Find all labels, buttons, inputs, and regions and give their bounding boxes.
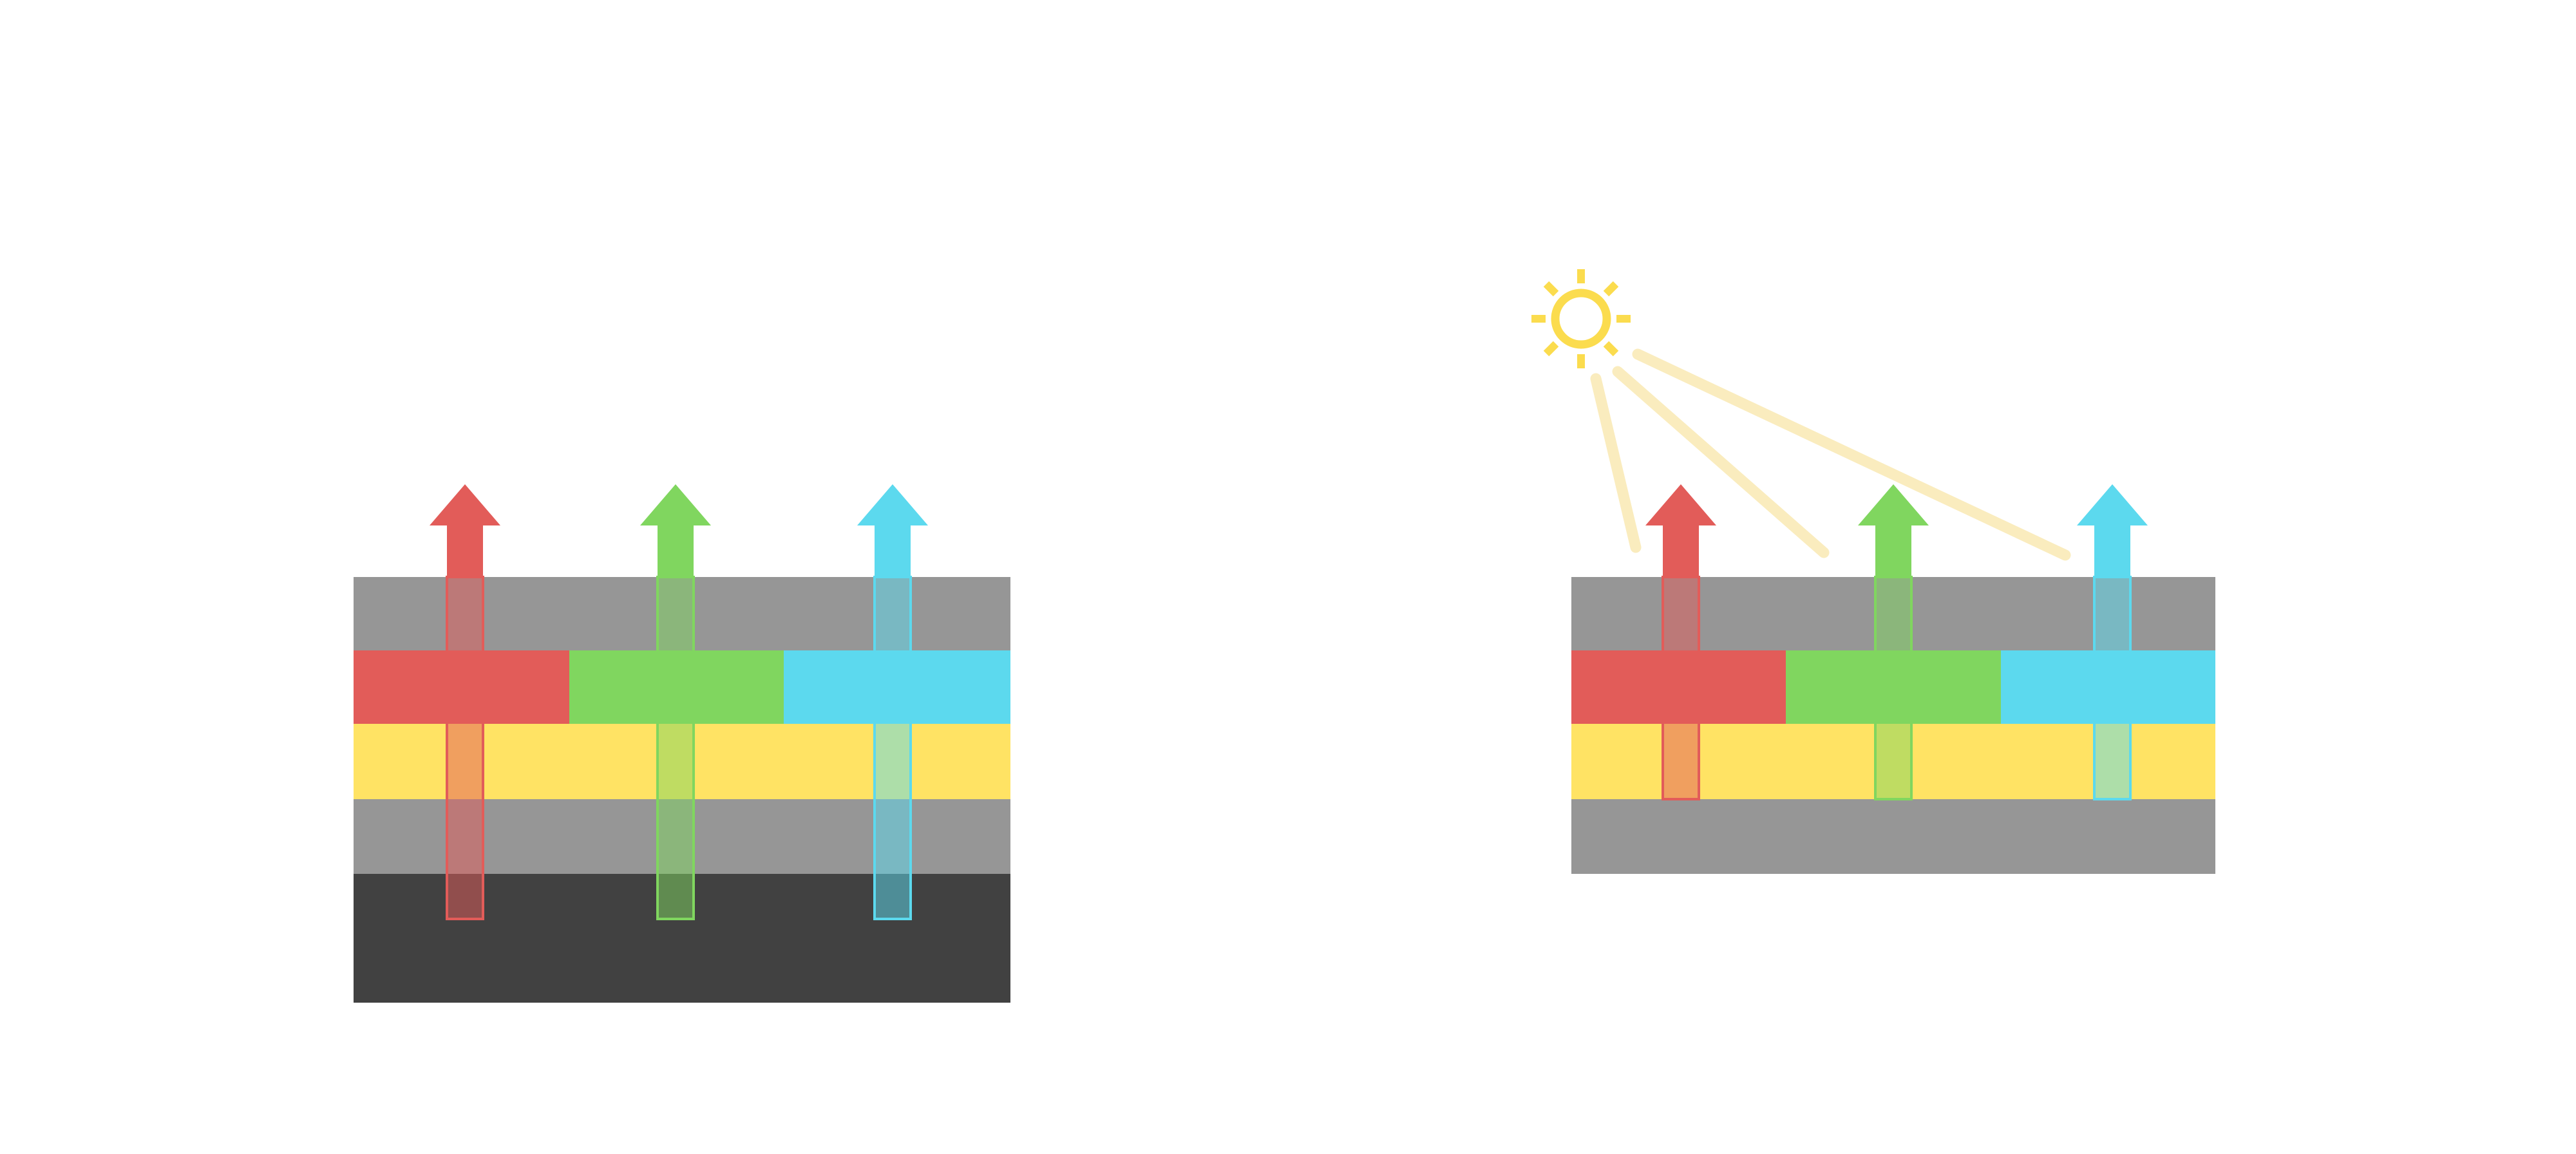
right-bottom-gray-layer — [1571, 799, 2215, 874]
right-cyan-arrow-head — [2077, 484, 2148, 578]
left-green-arrow-head — [640, 484, 711, 578]
right-red-arrow-head — [1645, 484, 1716, 578]
sun-icon — [1531, 269, 1631, 368]
sun-icon-core — [1551, 288, 1611, 349]
backlit-stack-panel — [354, 484, 1010, 1003]
left-red-light-arrow — [430, 484, 500, 920]
left-green-light-arrow — [640, 484, 711, 920]
right-red-arrow-shaft-translucent — [1662, 576, 1700, 800]
right-green-arrow-head — [1858, 484, 1929, 578]
sun-tick-top-left — [1543, 281, 1559, 297]
sun-beam-steep — [1590, 373, 1642, 553]
sunlit-stack-panel — [1531, 269, 2215, 874]
right-cyan-light-arrow — [2077, 484, 2148, 800]
right-red-light-arrow — [1645, 484, 1716, 800]
sun-icon-ticks — [1531, 269, 1631, 368]
right-green-arrow-shaft-translucent — [1874, 576, 1913, 800]
sun-tick-top-right — [1603, 281, 1619, 297]
sun-beam-long — [1632, 348, 2071, 561]
right-cyan-arrow-shaft-translucent — [2093, 576, 2132, 800]
left-cyan-arrow-shaft-translucent — [873, 576, 912, 920]
left-cyan-light-arrow — [857, 484, 928, 920]
left-red-arrow-shaft-translucent — [446, 576, 484, 920]
sun-beams — [1590, 348, 2071, 561]
sun-tick-bottom-left — [1543, 341, 1559, 357]
sun-tick-bottom-right — [1603, 341, 1619, 357]
left-green-arrow-shaft-translucent — [656, 576, 695, 920]
left-cyan-arrow-head — [857, 484, 928, 578]
left-red-arrow-head — [430, 484, 500, 578]
right-green-light-arrow — [1858, 484, 1929, 800]
sun-beam-middle — [1612, 366, 1830, 558]
